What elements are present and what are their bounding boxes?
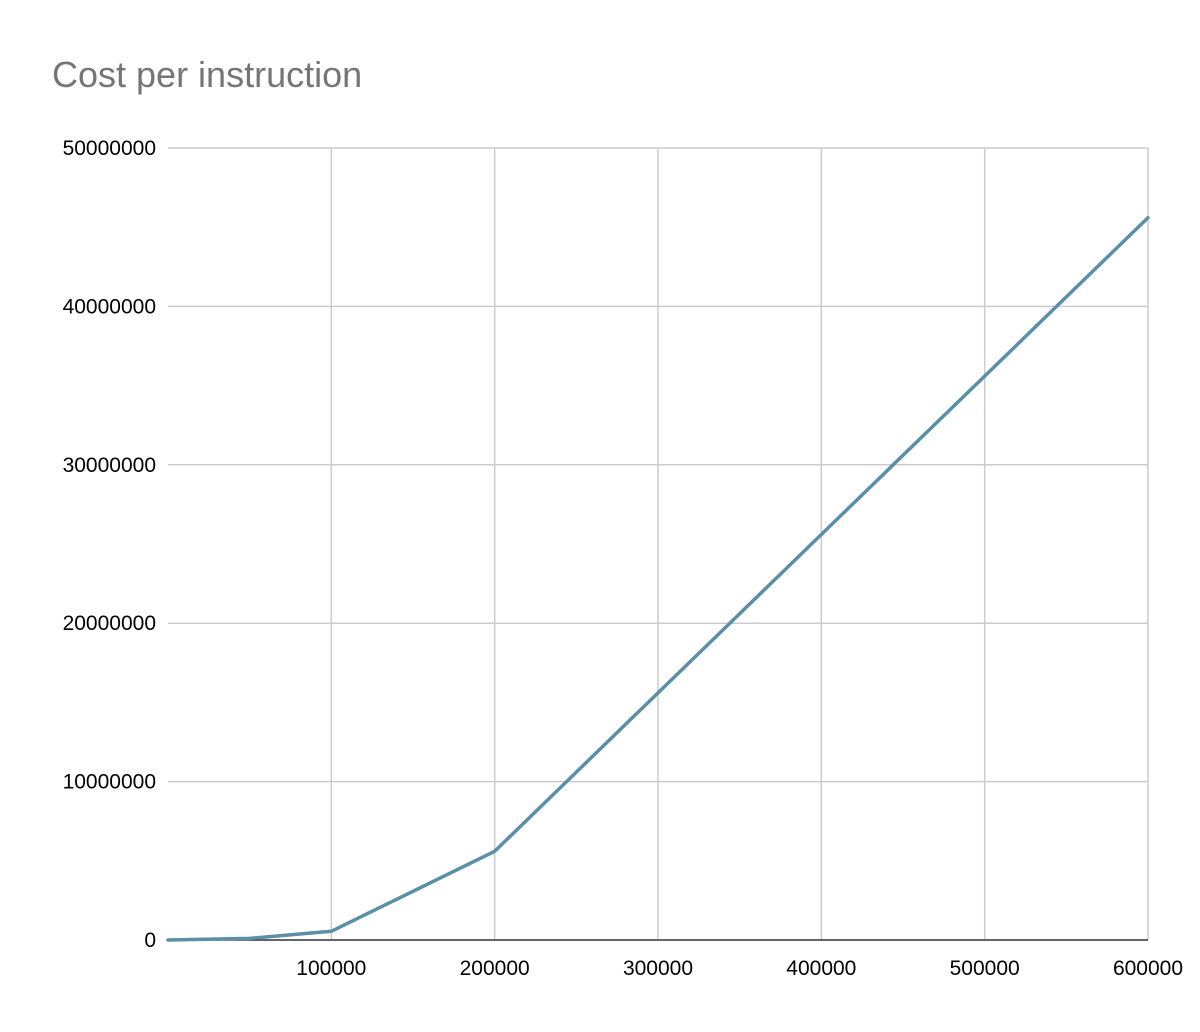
- series-line: [166, 215, 1150, 942]
- x-tick-label: 300000: [623, 957, 693, 980]
- y-tick-label: 40000000: [63, 295, 156, 318]
- y-tick-label: 30000000: [63, 454, 156, 477]
- x-tick-label: 100000: [296, 957, 366, 980]
- x-axis-tick-labels: 100000 200000 300000 400000 500000 600000: [296, 957, 1183, 980]
- x-tick-label: 600000: [1113, 957, 1183, 980]
- x-tick-label: 500000: [950, 957, 1020, 980]
- chart-title: Cost per instruction: [52, 54, 363, 95]
- y-tick-label: 0: [144, 929, 156, 952]
- y-tick-label: 50000000: [63, 137, 156, 160]
- x-tick-label: 200000: [460, 957, 530, 980]
- y-tick-label: 20000000: [63, 612, 156, 635]
- series-lines: [166, 215, 1150, 942]
- grid-lines: [168, 147, 1149, 940]
- y-tick-label: 10000000: [63, 771, 156, 794]
- x-tick-label: 400000: [786, 957, 856, 980]
- y-axis-tick-labels: 0 10000000 20000000 30000000 40000000 5000000…: [63, 137, 156, 952]
